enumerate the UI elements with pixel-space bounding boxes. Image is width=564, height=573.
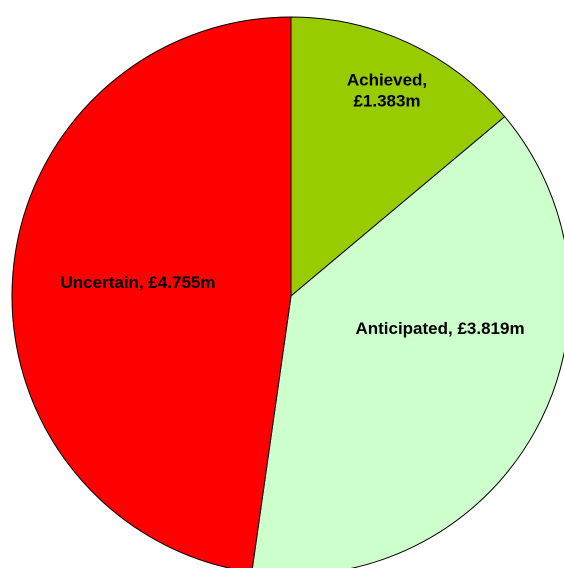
slice-label-1: Anticipated, £3.819m bbox=[355, 319, 524, 338]
slice-label-1-line-0: Anticipated, £3.819m bbox=[355, 319, 524, 338]
labels-layer: Achieved, £1.383m Anticipated, £3.819m Unce… bbox=[61, 71, 525, 339]
slice-label-0-line-1: £1.383m bbox=[353, 92, 420, 111]
pie-slice-0 bbox=[290, 16, 506, 297]
slice-label-2-line-0: Uncertain, £4.755m bbox=[61, 273, 216, 292]
slices-layer bbox=[11, 16, 564, 573]
slice-label-2: Uncertain, £4.755m bbox=[61, 273, 216, 292]
slice-label-0-line-0: Achieved, bbox=[347, 71, 427, 90]
slice-label-0: Achieved, £1.383m bbox=[347, 71, 427, 111]
pie-slice-2 bbox=[11, 16, 292, 573]
